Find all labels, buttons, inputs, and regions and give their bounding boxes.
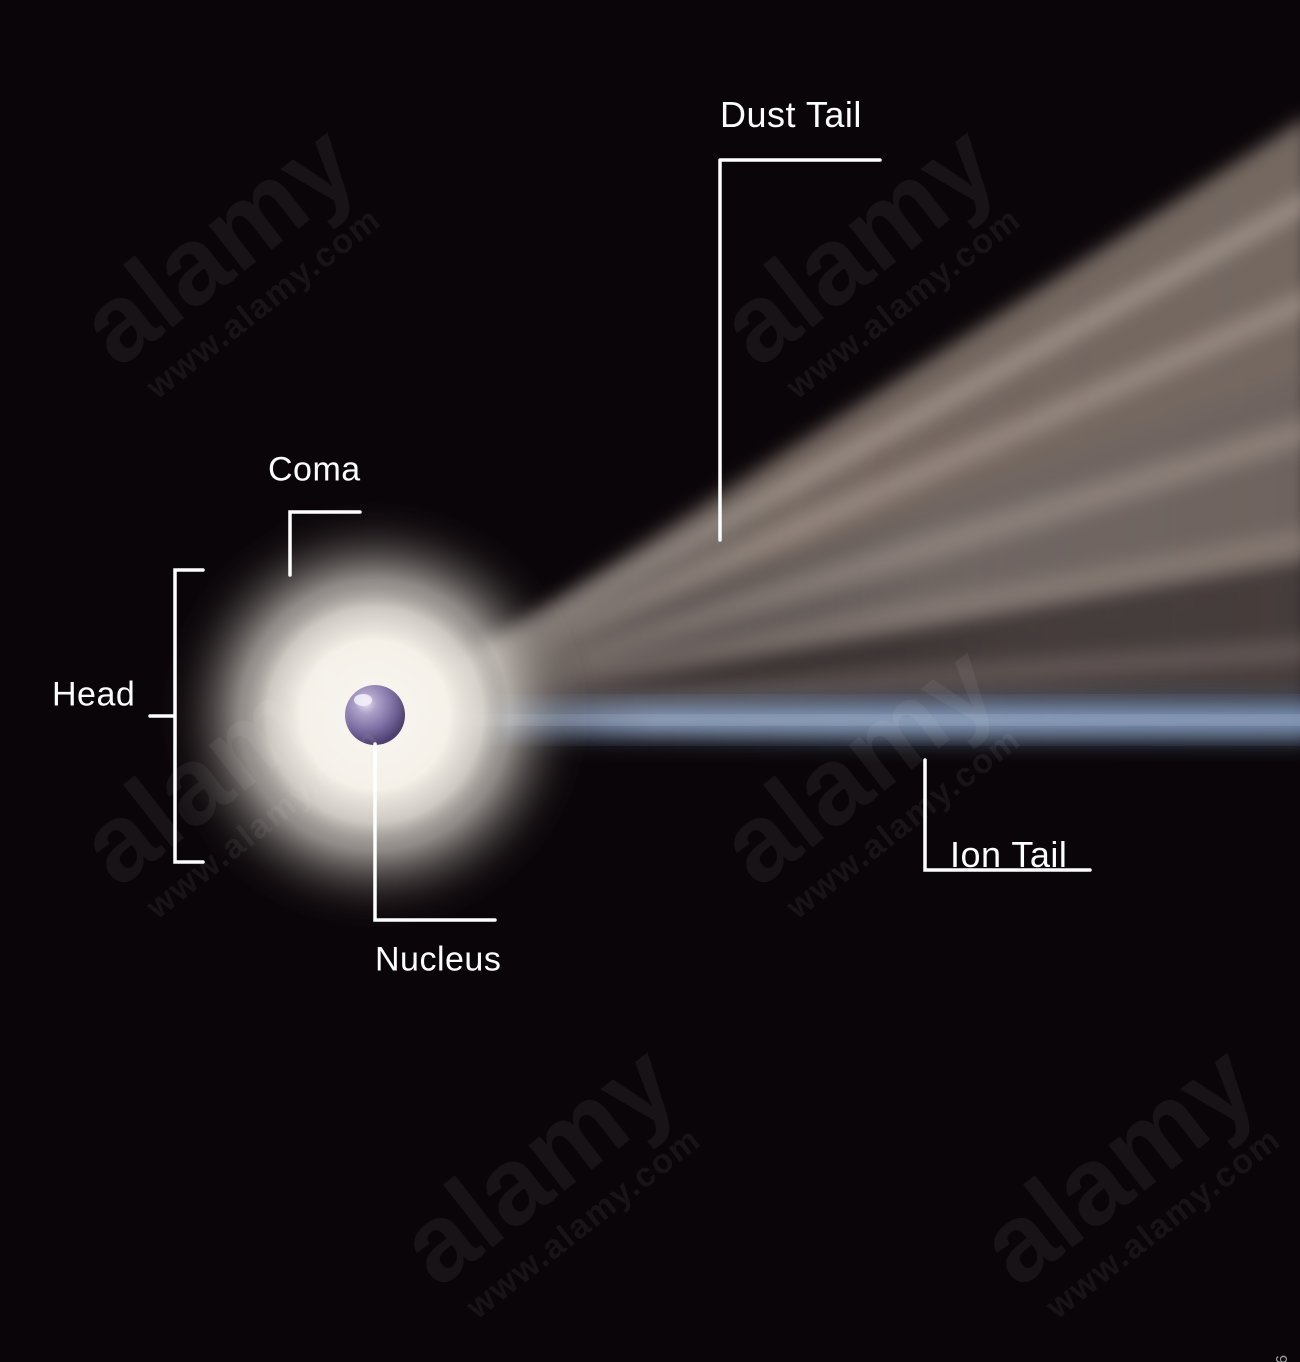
label-coma: Coma <box>268 451 361 490</box>
nucleus <box>345 685 405 745</box>
label-ion-tail: Ion Tail <box>950 834 1067 876</box>
nucleus-specular <box>354 694 372 706</box>
image-ref-code: 2BEGX86 <box>1274 1354 1292 1362</box>
diagram-svg <box>0 0 1300 1362</box>
comet-anatomy-diagram: Head Coma Nucleus Dust Tail Ion Tail ala… <box>0 0 1300 1362</box>
label-head: Head <box>52 676 135 715</box>
label-dust-tail: Dust Tail <box>720 94 862 136</box>
label-nucleus: Nucleus <box>375 941 501 980</box>
